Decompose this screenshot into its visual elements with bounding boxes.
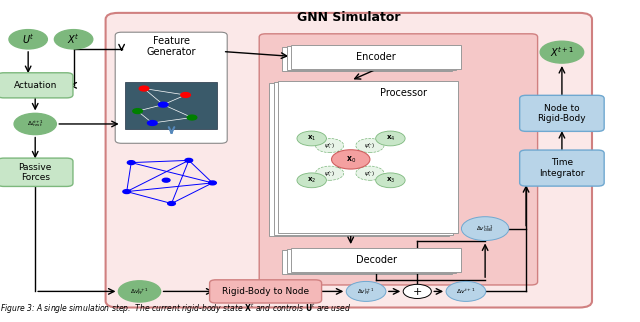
Text: $\mathbf{x}_0$: $\mathbf{x}_0$ [346,154,356,165]
Text: GNN Simulator: GNN Simulator [297,11,401,24]
Text: Rigid-Body to Node: Rigid-Body to Node [222,287,309,296]
FancyBboxPatch shape [291,45,461,69]
Circle shape [540,41,584,63]
Text: Actuation: Actuation [13,81,57,90]
Circle shape [297,173,326,188]
Circle shape [140,86,149,91]
FancyBboxPatch shape [287,249,456,273]
Text: $X^t$: $X^t$ [67,33,80,46]
Text: $\psi(\cdot)$: $\psi(\cdot)$ [364,169,376,178]
Text: $\mathbf{x}_2$: $\mathbf{x}_2$ [307,176,316,185]
FancyBboxPatch shape [274,82,453,234]
FancyBboxPatch shape [282,250,452,274]
Circle shape [316,166,344,180]
Text: $\Delta l^{t+1}_{rest}$: $\Delta l^{t+1}_{rest}$ [27,118,44,129]
Circle shape [133,109,143,114]
Circle shape [54,30,93,49]
Text: Processor: Processor [380,88,427,99]
Text: $\Delta v^{t+1}$: $\Delta v^{t+1}$ [456,287,476,296]
FancyBboxPatch shape [106,13,592,308]
Text: Figure 3: A single simulation step.  The current rigid-body state $\mathbf{X}^t$: Figure 3: A single simulation step. The … [0,302,351,316]
FancyBboxPatch shape [0,158,73,186]
FancyBboxPatch shape [278,80,458,233]
Text: $+$: $+$ [412,286,422,297]
Text: $\Delta v^{t+1}_{PF}$: $\Delta v^{t+1}_{PF}$ [357,286,375,297]
Text: $\mathbf{x}_4$: $\mathbf{x}_4$ [386,134,395,143]
Text: Decoder: Decoder [356,255,397,265]
FancyBboxPatch shape [291,248,461,272]
Circle shape [163,178,170,182]
Text: Encoder: Encoder [356,52,396,62]
FancyBboxPatch shape [0,73,73,98]
Text: $\psi(\cdot)$: $\psi(\cdot)$ [324,141,335,150]
Circle shape [127,161,135,165]
Text: $U^t$: $U^t$ [22,33,35,46]
Text: $\Delta v^{t+1}_{PF}$: $\Delta v^{t+1}_{PF}$ [130,286,149,297]
Circle shape [118,281,161,302]
Circle shape [187,115,197,120]
FancyBboxPatch shape [520,150,604,186]
Text: Passive
Forces: Passive Forces [19,163,52,182]
Text: $\mathbf{x}_1$: $\mathbf{x}_1$ [307,134,316,143]
Text: Feature
Generator: Feature Generator [147,36,196,58]
Circle shape [403,284,431,298]
Circle shape [147,120,157,125]
Circle shape [346,281,386,301]
Text: Node to
Rigid-Body: Node to Rigid-Body [538,104,586,123]
FancyBboxPatch shape [282,47,452,71]
FancyBboxPatch shape [115,32,227,143]
Circle shape [14,113,56,135]
Circle shape [9,30,47,49]
Circle shape [332,150,370,169]
FancyBboxPatch shape [209,280,321,303]
Circle shape [123,190,131,194]
Circle shape [356,166,384,180]
Circle shape [461,217,509,241]
Circle shape [158,102,168,107]
FancyBboxPatch shape [125,82,217,129]
Text: Time
Integrator: Time Integrator [539,158,585,178]
Circle shape [180,93,191,98]
FancyBboxPatch shape [269,83,449,236]
Circle shape [356,138,384,153]
Circle shape [168,202,175,205]
Circle shape [376,131,405,146]
Circle shape [185,158,193,162]
FancyBboxPatch shape [259,34,538,285]
Text: $\mathbf{x}_3$: $\mathbf{x}_3$ [386,176,395,185]
Circle shape [316,138,344,153]
Text: $\Delta v^{t+1}_{GNN}$: $\Delta v^{t+1}_{GNN}$ [476,223,494,234]
Circle shape [297,131,326,146]
Text: $\psi(\cdot)$: $\psi(\cdot)$ [364,141,376,150]
Circle shape [209,181,216,185]
FancyBboxPatch shape [520,95,604,131]
FancyBboxPatch shape [287,46,456,70]
Circle shape [446,281,486,301]
Circle shape [376,173,405,188]
Text: $X^{t+1}$: $X^{t+1}$ [550,45,574,59]
Text: $\psi(\cdot)$: $\psi(\cdot)$ [324,169,335,178]
